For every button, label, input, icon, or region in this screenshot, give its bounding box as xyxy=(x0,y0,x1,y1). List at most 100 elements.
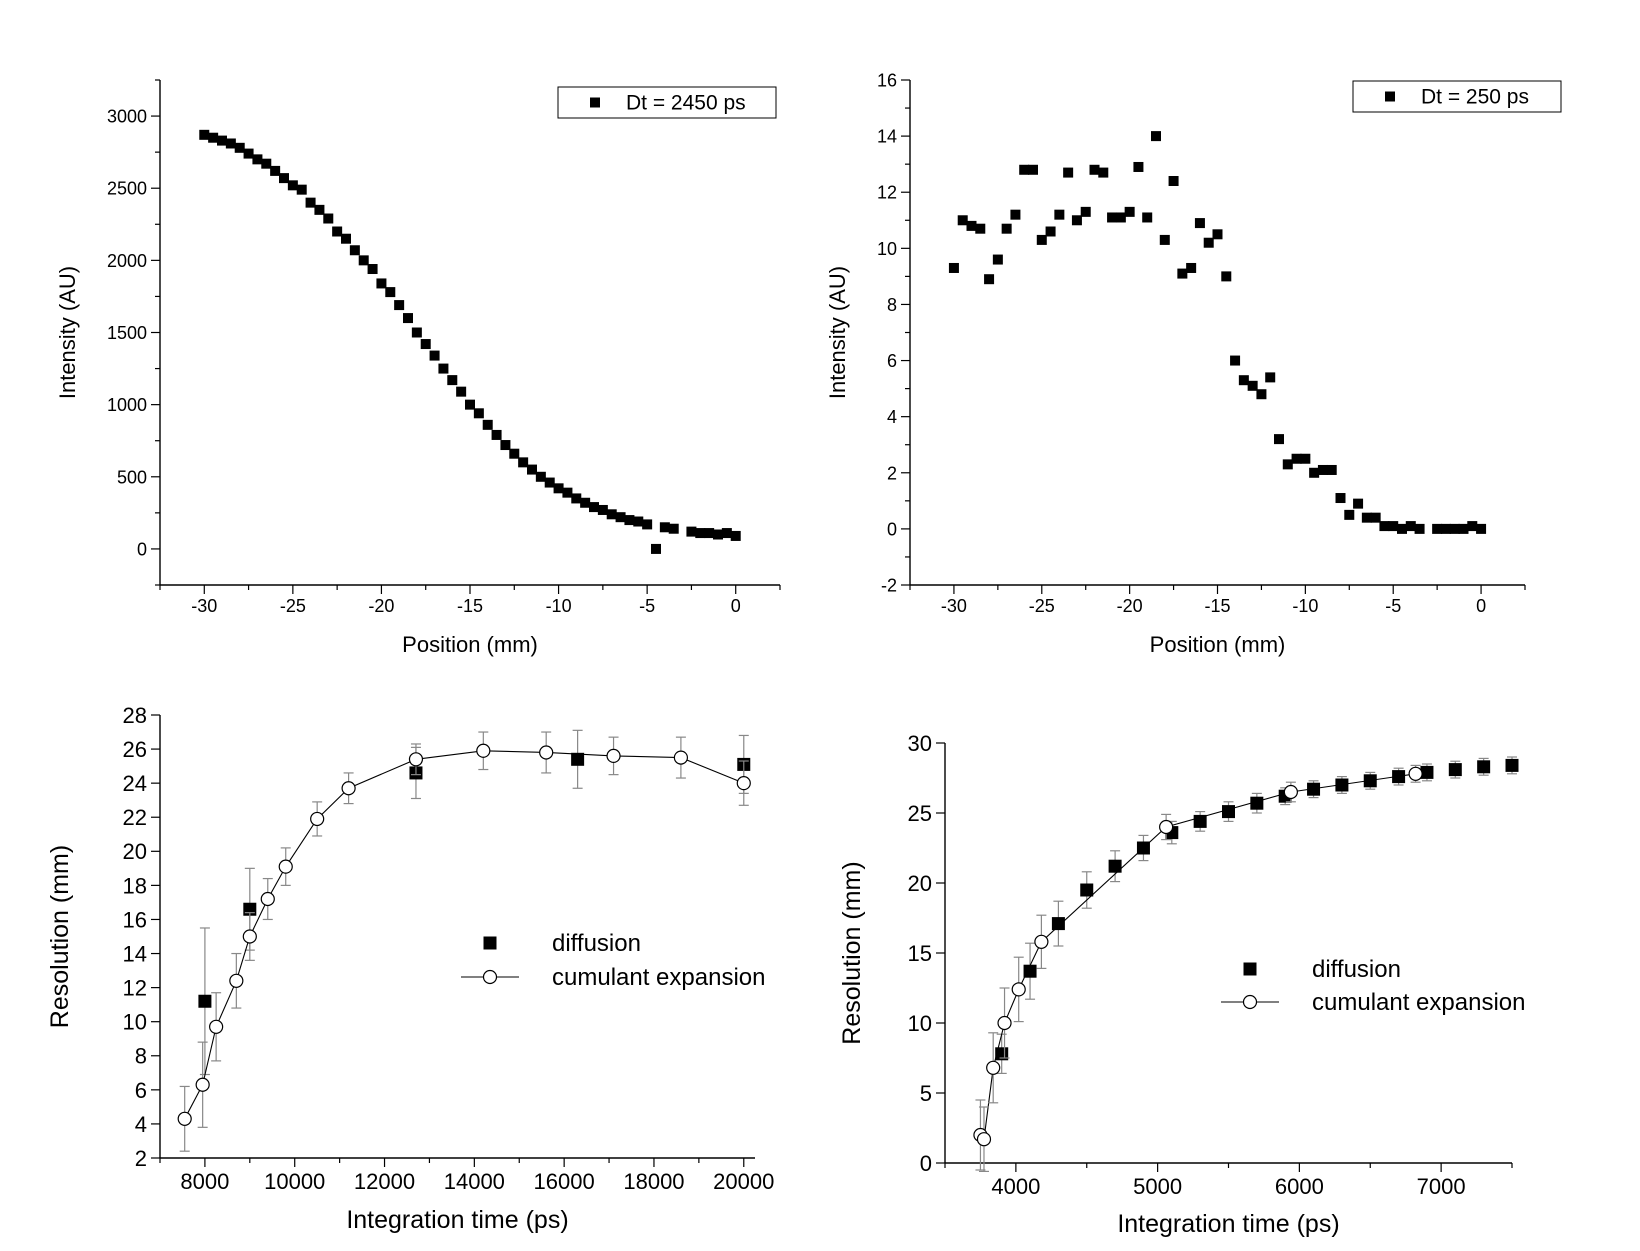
y-axis-label: Intensity (AU) xyxy=(825,266,850,399)
y-tick-label: 5 xyxy=(920,1081,932,1106)
data-point xyxy=(1408,766,1423,781)
data-point xyxy=(1477,760,1491,774)
data-point xyxy=(642,519,653,530)
data-point xyxy=(1420,765,1434,779)
data-point xyxy=(571,752,585,766)
data-point xyxy=(984,274,995,285)
x-tick-label: -15 xyxy=(457,596,483,616)
data-point xyxy=(500,440,511,451)
data-point xyxy=(1440,523,1451,534)
data-point xyxy=(287,180,298,191)
chart-panel-3: 8000 10000 12000 14000 16000 18000 20000246810… xyxy=(46,703,774,1234)
data-point xyxy=(1344,509,1355,520)
y-tick-label: -2 xyxy=(881,575,897,595)
data-point xyxy=(429,350,440,361)
data-point xyxy=(323,213,334,224)
y-tick-label: 18 xyxy=(123,873,147,898)
data-point xyxy=(992,254,1003,265)
data-point xyxy=(1283,784,1298,800)
y-tick-label: 6 xyxy=(135,1078,147,1103)
legend: Dt = 250 ps xyxy=(1352,80,1562,113)
data-point xyxy=(1309,467,1320,478)
x-tick-label: 14000 xyxy=(444,1169,505,1194)
data-point xyxy=(234,142,245,153)
y-tick-label: 10 xyxy=(908,1011,932,1036)
data-point xyxy=(1193,814,1207,828)
data-point xyxy=(562,487,573,498)
y-tick-label: 15 xyxy=(908,941,932,966)
x-tick-label: -20 xyxy=(368,596,394,616)
data-point xyxy=(476,743,491,758)
data-point xyxy=(1432,523,1443,534)
data-point xyxy=(553,483,564,494)
data-point xyxy=(544,477,555,488)
data-point xyxy=(229,973,244,988)
data-point xyxy=(1051,917,1065,931)
y-tick-label: 4 xyxy=(135,1112,147,1137)
data-point xyxy=(1476,523,1487,534)
data-point xyxy=(199,129,210,140)
data-point xyxy=(673,750,689,765)
y-tick-label: 3000 xyxy=(107,107,147,127)
data-point xyxy=(1335,493,1346,504)
data-point xyxy=(997,1015,1012,1031)
y-tick-label: 10 xyxy=(123,1010,147,1035)
legend: diffusion cumulant expansion xyxy=(1221,956,1525,1016)
x-tick-label: -30 xyxy=(191,596,217,616)
y-tick-label: 20 xyxy=(908,871,932,896)
series-1 xyxy=(198,729,751,1076)
data-point xyxy=(408,752,424,767)
y-tick-label: 2 xyxy=(887,463,897,483)
data-point xyxy=(1089,164,1100,175)
legend-label: cumulant expansion xyxy=(552,964,765,991)
x-tick-label: 8000 xyxy=(180,1169,229,1194)
data-point xyxy=(1222,805,1235,819)
data-point xyxy=(1071,215,1082,226)
data-point xyxy=(1036,234,1047,245)
y-axis-label: Resolution (mm) xyxy=(838,861,866,1044)
data-point xyxy=(1353,498,1364,509)
data-point xyxy=(1186,262,1197,273)
legend: diffusion cumulant expansion xyxy=(461,930,765,991)
data-point xyxy=(1063,167,1074,178)
x-tick-label: -20 xyxy=(1117,596,1143,616)
data-point xyxy=(195,1077,210,1092)
y-tick-label: 16 xyxy=(877,70,897,90)
data-point xyxy=(1115,212,1126,223)
data-point xyxy=(1010,209,1021,220)
y-tick-label: 14 xyxy=(877,127,897,147)
data-point xyxy=(1250,796,1264,810)
data-point xyxy=(624,515,635,526)
data-point xyxy=(606,509,617,520)
legend-marker xyxy=(1242,994,1258,1010)
data-point xyxy=(1133,161,1144,172)
y-tick-label: 20 xyxy=(123,839,147,864)
data-point xyxy=(659,522,670,533)
data-point xyxy=(1159,819,1174,835)
data-point xyxy=(704,528,715,539)
data-point xyxy=(975,223,986,234)
data-point xyxy=(1107,212,1118,223)
data-point xyxy=(736,776,751,791)
legend-marker xyxy=(1243,962,1257,976)
data-point xyxy=(1221,271,1232,282)
x-tick-label: 6000 xyxy=(1275,1174,1324,1199)
x-tick-label: -25 xyxy=(280,596,306,616)
data-point xyxy=(341,233,351,244)
data-point xyxy=(1124,206,1135,217)
data-point xyxy=(473,408,484,419)
data-point xyxy=(349,245,360,256)
data-point xyxy=(261,158,272,169)
x-axis-label: Integration time (ps) xyxy=(1117,1210,1339,1238)
data-point xyxy=(1023,964,1037,978)
series-2 xyxy=(177,731,751,1152)
data-point xyxy=(177,1111,192,1126)
data-point xyxy=(296,184,307,195)
series-line xyxy=(184,750,744,1120)
y-tick-label: 14 xyxy=(123,941,147,966)
x-tick-label: 12000 xyxy=(354,1169,415,1194)
data-point xyxy=(1011,982,1026,997)
y-tick-label: 2000 xyxy=(107,251,147,271)
data-point xyxy=(668,523,679,534)
data-point xyxy=(217,135,227,146)
